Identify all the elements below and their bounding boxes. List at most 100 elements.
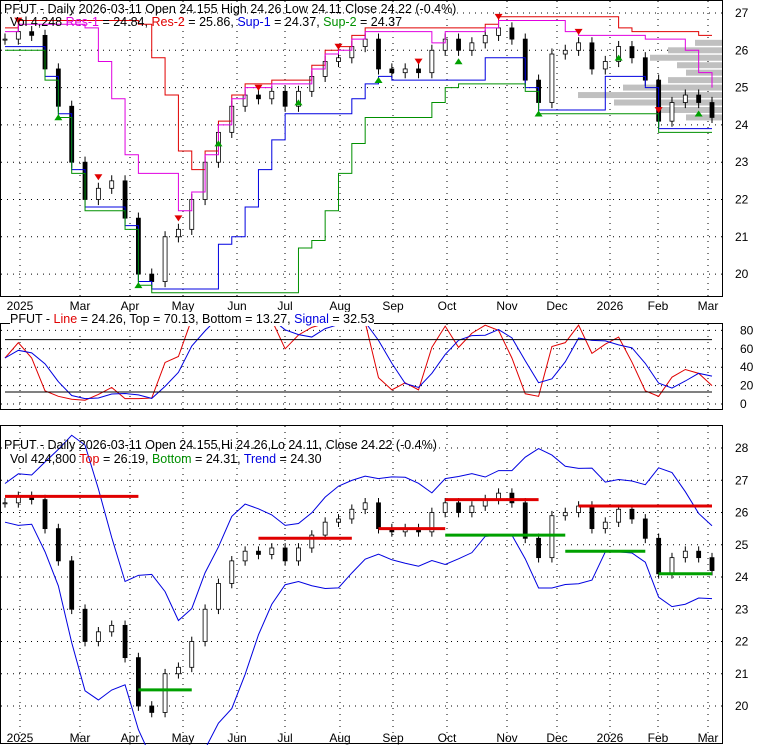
sell-arrow-icon: [254, 84, 263, 91]
candle-body-top: [29, 31, 35, 36]
candle-body-bottom: [562, 512, 568, 517]
candle-body-bottom: [349, 508, 355, 520]
res2-line: [5, 16, 712, 171]
sup2-line: [5, 49, 712, 294]
signal-value: = 32.53: [332, 312, 375, 326]
candle-body-bottom: [162, 673, 168, 713]
x-tick-label: Mar: [70, 731, 91, 745]
candle-body-top: [682, 94, 688, 103]
panel2-frame: [0, 323, 723, 410]
sell-arrow-icon: [494, 13, 503, 20]
candle-body-top: [402, 68, 408, 74]
buy-arrow-icon: [614, 54, 623, 61]
x-tick-label: Mar: [70, 299, 91, 313]
candle-body-top: [709, 102, 715, 118]
candle-body-top: [602, 61, 608, 70]
x-tick-label: Feb: [648, 299, 669, 313]
x-tick-label: 2026: [597, 731, 624, 745]
volume-profile-bar: [677, 62, 722, 69]
x-tick-label: 2026: [597, 299, 624, 313]
candle-body-bottom: [429, 512, 435, 533]
candle-body-bottom: [456, 502, 461, 513]
candle-body-top: [482, 34, 488, 44]
candle-body-bottom: [442, 502, 448, 513]
x-tick-label: Aug: [329, 299, 350, 313]
candle-body-bottom: [549, 515, 555, 559]
candle-body-top: [589, 42, 595, 70]
x-tick-label: Dec: [546, 299, 567, 313]
sell-arrow-icon: [654, 107, 663, 114]
candle-body-top: [109, 180, 115, 189]
candle-body-top: [176, 228, 181, 238]
x-tick-label: Sep: [382, 731, 404, 745]
candle-body-top: [282, 90, 288, 107]
candle-body-top: [562, 49, 568, 55]
price-tick-label-bottom: 28: [735, 441, 749, 455]
candle-body-top: [256, 94, 261, 100]
line-value: = 24.26, Top = 70.13, Bottom = 13.27,: [80, 312, 291, 326]
buy-arrow-icon: [694, 110, 703, 117]
x-tick-label: 2025: [7, 731, 34, 745]
x-tick-label: Sep: [382, 299, 404, 313]
osc-tick-label: 20: [740, 379, 754, 393]
buy-arrow-icon: [374, 76, 383, 83]
res1-line: [5, 19, 713, 212]
sell-arrow-icon: [574, 28, 583, 35]
candle-body-bottom: [589, 505, 595, 530]
candle-body-top: [2, 38, 8, 41]
price-tick-label-top: 23: [735, 155, 749, 169]
candle-body-bottom: [242, 550, 248, 562]
volume-profile-bar: [614, 99, 722, 106]
volume-profile-bar: [623, 84, 722, 91]
candle-body-bottom: [376, 502, 381, 530]
candle-body-top: [362, 38, 368, 47]
candle-body-bottom: [42, 499, 48, 530]
bottom-label: Bottom: [151, 452, 192, 466]
x-tick-label: Oct: [438, 731, 457, 745]
candle-body-top: [15, 31, 21, 40]
candle-body-bottom: [69, 560, 75, 610]
candle-body-bottom: [309, 534, 315, 549]
candle-body-top: [696, 94, 702, 103]
x-tick-label: Apr: [121, 299, 140, 313]
candle-body-bottom: [616, 508, 622, 523]
candle-body-top: [509, 27, 515, 40]
res2-label: Res-2: [151, 15, 185, 29]
candle-body-bottom: [256, 550, 261, 555]
sell-arrow-icon: [414, 58, 423, 65]
candle-body-bottom: [642, 518, 648, 539]
osc-tick-label: 80: [740, 323, 754, 337]
volume-profile-bar: [695, 39, 722, 46]
lower-band: [4, 521, 713, 745]
sup1-line: [5, 46, 712, 290]
x-tick-label: Mar: [698, 299, 719, 313]
candle-body-bottom: [362, 502, 368, 510]
x-tick-label: Jun: [227, 299, 246, 313]
sell-arrow-icon: [334, 43, 343, 50]
volume-profile-bar: [668, 77, 722, 84]
candle-body-bottom: [656, 537, 662, 575]
buy-arrow-icon: [294, 99, 303, 106]
sell-arrow-icon: [174, 215, 183, 222]
panel1-title: PFUT - Daily 2026-03-11 Open 24.155 High…: [4, 2, 457, 16]
candle-body-top: [576, 42, 582, 51]
top-value: = 26.19,: [102, 452, 149, 466]
price-tick-label-top: 24: [735, 118, 749, 132]
trend-label: Trend: [243, 452, 277, 466]
price-tick-label-bottom: 25: [735, 538, 749, 552]
x-tick-label: Nov: [496, 731, 517, 745]
res2-value: = 25.86,: [188, 15, 234, 29]
price-tick-label-top: 26: [735, 43, 749, 57]
signal-label: Signal: [294, 312, 329, 326]
candle-body-bottom: [322, 521, 328, 536]
candle-body-bottom: [135, 657, 141, 707]
x-tick-label: Dec: [546, 731, 567, 745]
sup1-value: = 24.37,: [274, 15, 320, 29]
candle-body-bottom: [522, 502, 528, 539]
price-tick-label-bottom: 24: [735, 570, 749, 584]
panel3-frame: [0, 425, 723, 744]
buy-arrow-icon: [54, 114, 63, 121]
candle-body-top: [296, 90, 301, 107]
